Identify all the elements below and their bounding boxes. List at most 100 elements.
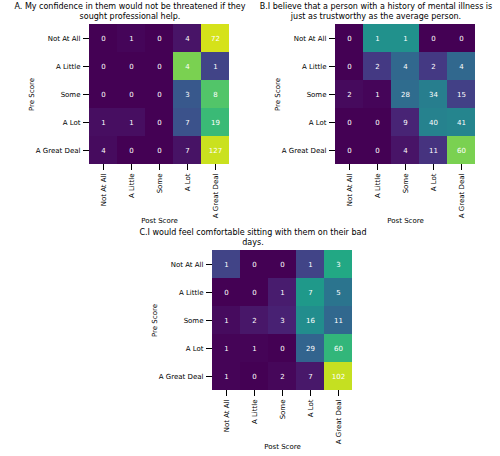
svg-text:Not At All: Not At All — [48, 35, 81, 43]
svg-text:A Lot: A Lot — [309, 119, 327, 127]
svg-text:Not At All: Not At All — [294, 35, 327, 43]
svg-text:19: 19 — [211, 119, 220, 127]
svg-text:8: 8 — [213, 91, 217, 99]
svg-text:Not At All: Not At All — [171, 261, 204, 269]
svg-text:1: 1 — [280, 289, 284, 297]
svg-text:4: 4 — [185, 63, 190, 71]
svg-text:Some: Some — [156, 174, 164, 194]
svg-text:0: 0 — [129, 63, 133, 71]
svg-text:1: 1 — [129, 35, 133, 43]
svg-text:A Great Deal: A Great Deal — [458, 173, 466, 218]
svg-text:0: 0 — [157, 91, 161, 99]
svg-text:Some: Some — [307, 91, 327, 99]
svg-text:1: 1 — [308, 261, 312, 269]
svg-text:A Great Deal: A Great Deal — [36, 147, 81, 155]
svg-text:Pre Score: Pre Score — [28, 78, 36, 111]
svg-text:0: 0 — [101, 91, 105, 99]
svg-text:4: 4 — [101, 147, 106, 155]
svg-text:3: 3 — [185, 91, 189, 99]
svg-text:1: 1 — [213, 63, 217, 71]
svg-text:72: 72 — [211, 35, 220, 43]
svg-text:A Great Deal: A Great Deal — [282, 147, 327, 155]
svg-text:0: 0 — [157, 119, 161, 127]
svg-text:0: 0 — [252, 261, 256, 269]
svg-text:A Lot: A Lot — [63, 119, 81, 127]
svg-text:3: 3 — [336, 261, 340, 269]
svg-text:102: 102 — [332, 373, 345, 381]
svg-text:0: 0 — [129, 91, 133, 99]
svg-text:1: 1 — [101, 119, 105, 127]
svg-text:0: 0 — [431, 35, 435, 43]
svg-text:Not At All: Not At All — [100, 173, 108, 206]
svg-text:0: 0 — [157, 147, 161, 155]
svg-text:34: 34 — [429, 91, 438, 99]
svg-text:1: 1 — [375, 35, 379, 43]
svg-text:Some: Some — [184, 317, 204, 325]
svg-text:A Great Deal: A Great Deal — [212, 173, 220, 218]
svg-text:Not At All: Not At All — [346, 173, 354, 206]
svg-text:29: 29 — [306, 345, 315, 353]
svg-text:127: 127 — [209, 147, 222, 155]
svg-text:0: 0 — [101, 35, 105, 43]
svg-text:5: 5 — [336, 289, 340, 297]
svg-text:Some: Some — [61, 91, 81, 99]
svg-text:9: 9 — [403, 119, 407, 127]
svg-text:1: 1 — [224, 317, 228, 325]
svg-text:4: 4 — [403, 63, 408, 71]
svg-text:Some: Some — [279, 400, 287, 420]
svg-text:1: 1 — [129, 119, 133, 127]
svg-text:2: 2 — [375, 63, 379, 71]
svg-text:0: 0 — [459, 35, 463, 43]
svg-text:Post Score: Post Score — [141, 217, 177, 225]
svg-text:Some: Some — [402, 174, 410, 194]
svg-text:Not At All: Not At All — [223, 399, 231, 432]
svg-text:0: 0 — [347, 35, 351, 43]
svg-text:60: 60 — [334, 345, 343, 353]
svg-text:Pre Score: Pre Score — [151, 304, 159, 337]
svg-text:0: 0 — [101, 63, 105, 71]
svg-text:A Lot: A Lot — [184, 173, 192, 191]
svg-text:A Little: A Little — [179, 289, 204, 297]
svg-text:A Little: A Little — [56, 63, 81, 71]
svg-text:0: 0 — [224, 289, 228, 297]
svg-text:15: 15 — [457, 91, 466, 99]
svg-text:2: 2 — [431, 63, 435, 71]
svg-text:7: 7 — [308, 289, 312, 297]
svg-text:0: 0 — [375, 147, 379, 155]
svg-text:A Lot: A Lot — [307, 399, 315, 417]
svg-text:1: 1 — [224, 345, 228, 353]
svg-text:2: 2 — [347, 91, 351, 99]
svg-text:0: 0 — [280, 261, 284, 269]
svg-text:A Lot: A Lot — [430, 173, 438, 191]
svg-text:1: 1 — [252, 345, 256, 353]
svg-text:0: 0 — [280, 345, 284, 353]
svg-text:A Little: A Little — [302, 63, 327, 71]
svg-text:Post Score: Post Score — [264, 443, 300, 451]
svg-text:0: 0 — [347, 147, 351, 155]
svg-text:60: 60 — [457, 147, 466, 155]
svg-text:0: 0 — [252, 289, 256, 297]
svg-text:4: 4 — [403, 147, 408, 155]
svg-text:A Great Deal: A Great Deal — [159, 373, 204, 381]
svg-text:0: 0 — [157, 35, 161, 43]
svg-text:0: 0 — [375, 119, 379, 127]
svg-text:1: 1 — [403, 35, 407, 43]
svg-text:1: 1 — [224, 261, 228, 269]
svg-text:0: 0 — [157, 63, 161, 71]
svg-text:16: 16 — [306, 317, 315, 325]
svg-text:2: 2 — [280, 373, 284, 381]
svg-text:A Little: A Little — [251, 400, 259, 425]
svg-text:41: 41 — [457, 119, 466, 127]
svg-text:0: 0 — [252, 373, 256, 381]
svg-text:28: 28 — [401, 91, 410, 99]
svg-text:7: 7 — [185, 147, 189, 155]
svg-text:4: 4 — [459, 63, 464, 71]
svg-text:Pre Score: Pre Score — [274, 78, 282, 111]
svg-text:Post Score: Post Score — [387, 217, 423, 225]
svg-text:1: 1 — [375, 91, 379, 99]
svg-text:A Lot: A Lot — [186, 345, 204, 353]
svg-text:7: 7 — [308, 373, 312, 381]
svg-text:1: 1 — [224, 373, 228, 381]
svg-text:0: 0 — [347, 119, 351, 127]
svg-text:40: 40 — [429, 119, 438, 127]
